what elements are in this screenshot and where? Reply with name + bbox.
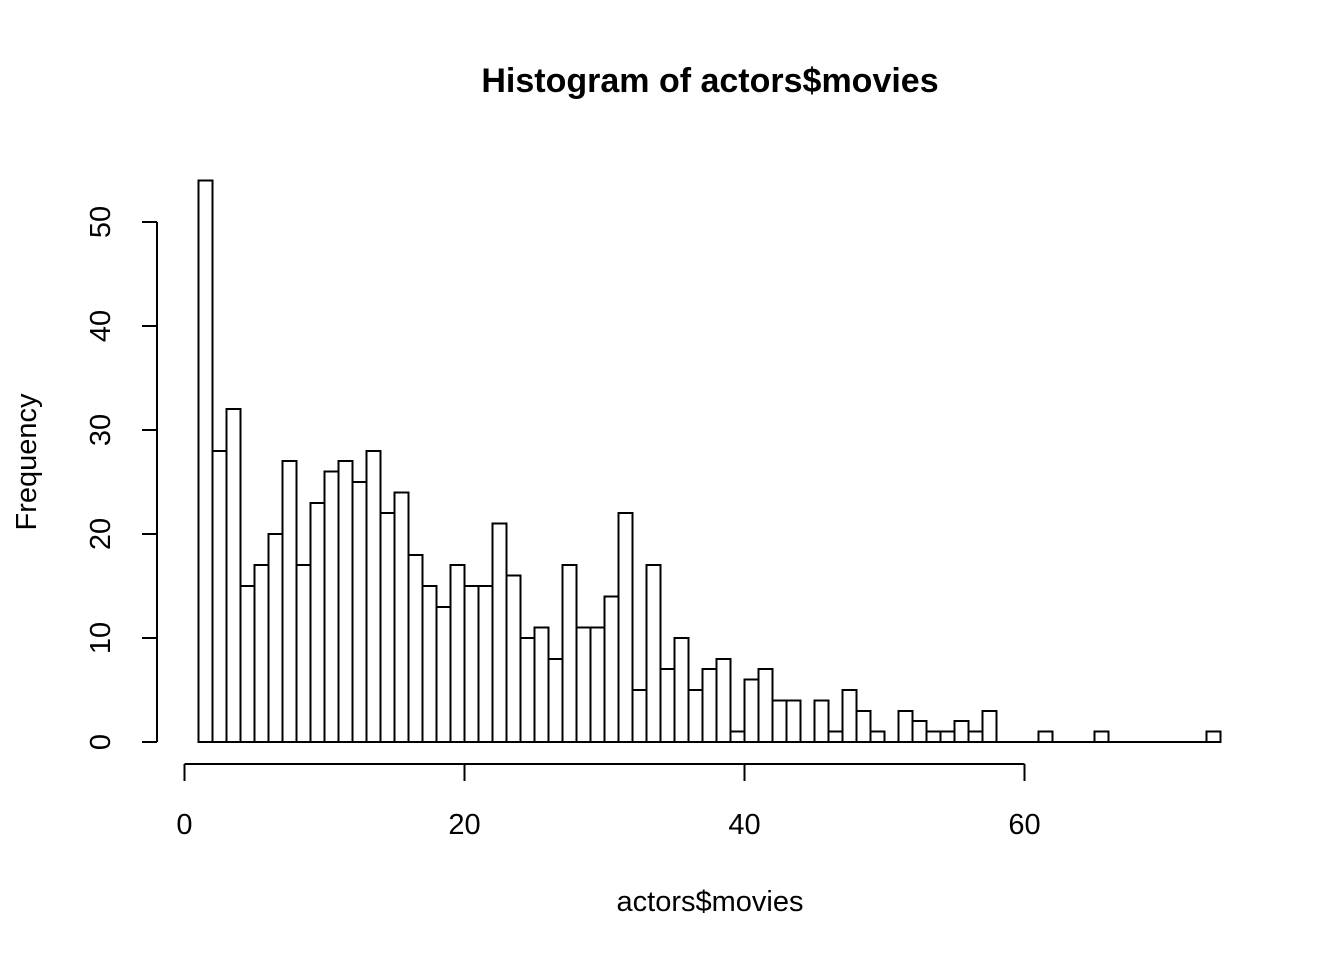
- histogram-bar: [253, 564, 270, 744]
- histogram-bar: [1037, 730, 1054, 743]
- histogram-bar: [309, 501, 326, 743]
- y-tick-label: 50: [85, 206, 117, 238]
- y-tick-label: 10: [85, 622, 117, 654]
- histogram-bar: [1093, 730, 1110, 743]
- x-tick-label: 20: [448, 809, 480, 841]
- histogram-bar: [421, 585, 438, 743]
- histogram-bar: [575, 626, 592, 743]
- histogram-bar: [687, 689, 704, 743]
- histogram-bar: [659, 668, 676, 744]
- histogram-bar: [239, 585, 256, 743]
- histogram-bar: [967, 730, 984, 743]
- y-tick-label: 0: [85, 734, 117, 750]
- histogram-bar: [743, 678, 760, 743]
- histogram-bar: [939, 730, 956, 743]
- histogram-bar: [603, 595, 620, 744]
- histogram-bar: [561, 564, 578, 744]
- histogram-bar: [617, 512, 634, 744]
- histogram-bar: [855, 709, 872, 743]
- histogram-bar: [589, 626, 606, 743]
- x-tick-label: 40: [728, 809, 760, 841]
- histogram-bar: [393, 491, 410, 743]
- histogram-bar: [407, 553, 424, 743]
- histogram-bar: [813, 699, 830, 744]
- histogram-bar: [673, 637, 690, 743]
- histogram-bar: [519, 637, 536, 743]
- histogram-bar: [435, 605, 452, 743]
- y-axis-label: Frequency: [11, 393, 43, 531]
- x-axis: 0 20 40 60: [176, 763, 1041, 841]
- histogram-bar: [295, 564, 312, 744]
- x-tick-label: 0: [176, 809, 192, 841]
- histogram-bar: [323, 470, 340, 743]
- histogram-bar: [785, 699, 802, 744]
- histogram-bar: [981, 709, 998, 743]
- histogram-bar: [841, 689, 858, 743]
- histogram-bar: [491, 522, 508, 743]
- histogram-bar: [197, 179, 214, 743]
- histogram-bar: [911, 720, 928, 744]
- histogram-bar: [701, 668, 718, 744]
- histogram-bar: [533, 626, 550, 743]
- histogram-bar: [365, 449, 382, 743]
- y-tick-label: 40: [85, 310, 117, 342]
- y-tick-label: 30: [85, 414, 117, 446]
- chart-title: Histogram of actors$movies: [481, 62, 938, 100]
- histogram-bar: [267, 533, 284, 743]
- histogram-bar: [715, 657, 732, 743]
- histogram-bar: [897, 709, 914, 743]
- histogram-bar: [869, 730, 886, 743]
- x-axis-label: actors$movies: [617, 886, 804, 918]
- histogram-bar: [449, 564, 466, 744]
- histogram-bar: [463, 585, 480, 743]
- histogram-bar: [645, 564, 662, 744]
- histogram-bar: [379, 512, 396, 744]
- histogram-bar: [337, 460, 354, 743]
- histogram-bar: [351, 481, 368, 743]
- histogram-bar: [505, 574, 522, 743]
- histogram-bar: [477, 585, 494, 743]
- histogram-bar: [757, 668, 774, 744]
- histogram-bar: [827, 730, 844, 743]
- histogram-bar: [729, 730, 746, 743]
- y-tick-label: 20: [85, 518, 117, 550]
- histogram-bar: [547, 657, 564, 743]
- histogram-bar: [1205, 730, 1222, 743]
- y-axis: 0 10 20 30 40 50: [85, 206, 158, 750]
- histogram-bar: [211, 449, 228, 743]
- histogram-bar: [953, 720, 970, 744]
- histogram-bar: [925, 730, 942, 743]
- histogram-bars: [197, 179, 1222, 744]
- histogram-bar: [225, 408, 242, 743]
- histogram-bar: [281, 460, 298, 743]
- histogram-bar: [631, 689, 648, 743]
- histogram-bar: [771, 699, 788, 744]
- x-tick-label: 60: [1008, 809, 1040, 841]
